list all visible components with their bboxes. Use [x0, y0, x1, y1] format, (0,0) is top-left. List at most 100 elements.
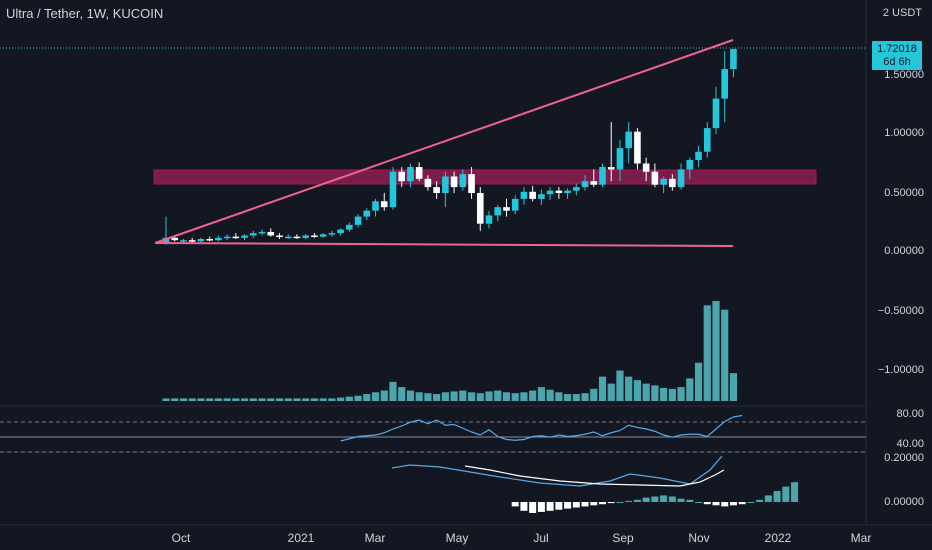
volume-bar	[206, 398, 214, 401]
candle-body	[695, 151, 702, 160]
candle-body	[188, 240, 196, 242]
macd-histogram-bar	[546, 502, 554, 511]
volume-bar	[633, 380, 642, 401]
volume-bar	[223, 398, 231, 401]
candle-body	[616, 148, 624, 170]
chart-title: Ultra / Tether, 1W, KUCOIN	[6, 6, 164, 21]
volume-bar	[302, 398, 310, 401]
volume-bar	[433, 394, 441, 401]
candle-body	[337, 229, 344, 234]
volume-bar	[171, 398, 179, 401]
volume-bar	[642, 383, 650, 401]
candle-body	[372, 201, 379, 211]
volume-bar	[467, 392, 476, 401]
macd-histogram-bar	[511, 502, 519, 507]
macd-histogram-bar	[564, 502, 572, 509]
macd-histogram-bar	[590, 502, 598, 506]
candle-body	[686, 159, 694, 170]
candle-body	[302, 235, 309, 238]
price-tick: −0.50000	[877, 305, 924, 317]
volume-bar	[328, 398, 336, 401]
time-tick: 2021	[287, 531, 315, 545]
volume-bar	[660, 387, 668, 401]
price-tick: 1.00000	[884, 127, 924, 139]
candle-body	[730, 49, 737, 70]
candle-body	[573, 187, 580, 191]
volume-bar	[721, 309, 729, 401]
candle-body	[468, 174, 475, 193]
macd-histogram-bar	[721, 502, 729, 507]
time-tick: Mar	[850, 531, 872, 545]
candle-body	[206, 239, 213, 241]
price-tick: 0.50000	[884, 187, 924, 199]
volume-bar	[162, 398, 170, 401]
volume-bar	[485, 391, 493, 401]
price-tick: −1.00000	[877, 364, 924, 376]
volume-bar	[179, 398, 188, 401]
volume-bar	[703, 305, 711, 401]
volume-bar	[293, 398, 301, 401]
resistance-zone	[153, 169, 817, 185]
candle-body	[250, 233, 257, 236]
time-tick: May	[445, 531, 469, 545]
candle-body	[555, 190, 563, 193]
volume-bar	[267, 398, 275, 401]
rsi-line	[340, 414, 743, 442]
candle-body	[660, 178, 667, 185]
volume-bar	[581, 393, 589, 401]
volume-bar	[572, 394, 580, 401]
currency: USDT	[892, 7, 922, 19]
macd-signal-line	[464, 465, 725, 487]
candle-body	[363, 210, 371, 217]
volume-bar	[415, 392, 423, 401]
macd-histogram-bar	[529, 502, 537, 513]
candle-body	[319, 234, 327, 237]
candle-body	[433, 187, 440, 193]
candle-body	[529, 191, 536, 199]
macd-tick: 0.00000	[884, 496, 924, 508]
macd-histogram-bar	[581, 502, 589, 507]
macd-histogram-bar	[782, 486, 790, 502]
macd-histogram-bar	[599, 502, 606, 505]
macd-histogram-bar	[555, 502, 563, 510]
macd-histogram-bar	[660, 495, 668, 502]
candle-body	[703, 128, 711, 152]
volume-bar	[590, 388, 598, 401]
volume-bar	[729, 373, 738, 401]
volume-bar	[441, 392, 449, 401]
volume-bar	[511, 393, 519, 401]
candle-body	[511, 198, 519, 211]
volume-bar	[459, 390, 467, 401]
candle-body	[642, 163, 650, 172]
volume-bar	[240, 398, 249, 401]
time-tick: Mar	[364, 531, 386, 545]
ascending-trendline	[154, 39, 734, 244]
volume-bar	[555, 392, 563, 401]
candle-body	[180, 240, 187, 242]
volume-bar	[668, 388, 676, 401]
rsi-tick: 40.00	[896, 438, 924, 450]
rsi-tick: 80.00	[896, 408, 924, 420]
candle-body	[232, 236, 240, 239]
candle-body	[258, 231, 266, 234]
support-trendline	[154, 242, 734, 247]
volume-bar	[494, 390, 502, 401]
volume-bar	[258, 398, 266, 401]
time-tick: 2022	[764, 531, 792, 545]
candle-body	[677, 169, 685, 188]
volume-bar	[275, 398, 284, 401]
volume-bar	[712, 300, 720, 401]
macd-histogram-bar	[625, 500, 633, 502]
candle-body	[599, 167, 606, 185]
candle-body	[546, 190, 554, 195]
volume-bar	[310, 398, 319, 401]
candle-body	[162, 237, 170, 244]
volume-bar	[188, 398, 196, 401]
macd-histogram-bar	[729, 502, 737, 506]
macd-histogram-bar	[791, 482, 799, 502]
macd-histogram-bar	[520, 502, 528, 511]
candle-body	[712, 98, 720, 129]
macd-histogram-bar	[668, 496, 676, 502]
volume-bar	[214, 398, 222, 401]
